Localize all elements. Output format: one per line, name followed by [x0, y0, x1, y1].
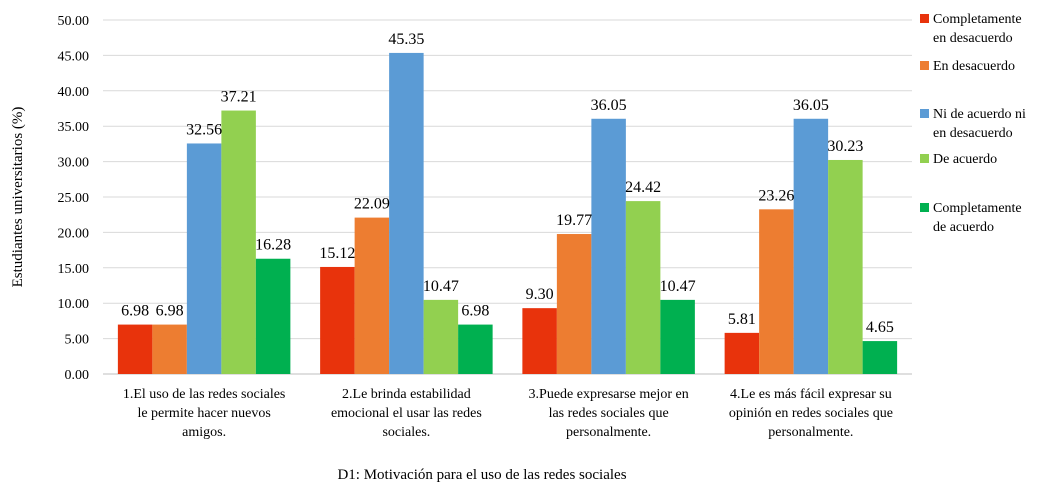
bar: [793, 118, 829, 375]
bar: [862, 341, 898, 374]
y-tick-label: 20.00: [58, 226, 90, 241]
x-category-label: 3.Puede expresarse mejor en las redes soc…: [529, 387, 689, 440]
data-label: 6.98: [156, 303, 184, 320]
data-label: 16.28: [255, 237, 291, 254]
x-axis-categories: 1.El uso de las redes sociales le permite…: [123, 387, 893, 440]
data-label: 10.47: [423, 278, 459, 295]
data-label: 19.77: [556, 212, 592, 229]
data-label: 32.56: [186, 121, 222, 138]
data-label: 4.65: [866, 319, 894, 336]
legend-entry: Ni de acuerdo ni en desacuerdo: [933, 107, 1026, 141]
data-label: 37.21: [221, 89, 257, 106]
bar: [221, 110, 256, 375]
bar: [117, 324, 153, 374]
bar: [660, 299, 695, 374]
x-axis-title: D1: Motivación para el uso de las redes …: [337, 467, 626, 483]
data-label: 5.81: [728, 311, 756, 328]
bar: [320, 266, 355, 374]
data-label: 6.98: [461, 303, 489, 320]
bar: [423, 299, 459, 374]
legend-entry: Completamente de acuerdo: [933, 201, 1022, 235]
legend: Completamente en desacuerdo En desacuerdo N…: [920, 12, 1026, 235]
data-label: 6.98: [121, 303, 149, 320]
legend-swatch: [920, 14, 929, 23]
bar: [522, 308, 557, 374]
legend-swatch: [920, 61, 929, 70]
legend-swatch: [920, 109, 929, 118]
x-category-label: 1.El uso de las redes sociales le permite…: [123, 387, 286, 440]
y-axis-ticks: 0.00 5.00 10.00 15.00 20.00 25.00 30.00 35.00 40…: [58, 14, 90, 383]
y-tick-label: 5.00: [65, 333, 90, 348]
x-category-label: 4.Le es más fácil expresar su opinión en …: [729, 387, 893, 440]
data-label: 36.05: [793, 97, 829, 114]
bars: [117, 52, 898, 375]
data-label: 36.05: [591, 97, 627, 114]
y-tick-label: 0.00: [65, 368, 90, 383]
bar: [556, 234, 592, 374]
legend-entry: De acuerdo: [933, 152, 997, 167]
bar: [625, 201, 661, 374]
legend-swatch: [920, 154, 929, 163]
bar: [255, 258, 291, 374]
data-label: 10.47: [660, 278, 696, 295]
data-label: 24.42: [625, 179, 661, 196]
data-label: 15.12: [319, 245, 355, 262]
bar: [389, 52, 424, 375]
bar: [152, 324, 187, 374]
data-label: 22.09: [354, 196, 390, 213]
data-label: 23.26: [758, 187, 794, 204]
bar: [186, 143, 222, 374]
y-tick-label: 15.00: [58, 262, 90, 277]
data-label: 30.23: [827, 138, 863, 155]
y-tick-label: 10.00: [58, 297, 90, 312]
bar: [354, 217, 390, 374]
y-axis-title: Estudiantes universitarios (%): [10, 107, 26, 288]
y-tick-label: 35.00: [58, 120, 90, 135]
x-category-label: 2.Le brinda estabilidad emocional el usar…: [331, 387, 482, 440]
bar: [591, 118, 626, 375]
data-label: 45.35: [388, 31, 424, 48]
bar: [724, 332, 760, 374]
legend-swatch: [920, 203, 929, 212]
data-label: 9.30: [526, 286, 554, 303]
data-labels: 6.98 6.98 32.56 37.21 16.28 15.12 22.09 45.35 10…: [121, 31, 894, 336]
bar: [759, 209, 794, 374]
bar: [458, 324, 493, 374]
y-tick-label: 45.00: [58, 49, 90, 64]
y-tick-label: 40.00: [58, 85, 90, 100]
legend-entry: En desacuerdo: [933, 59, 1015, 74]
legend-entry: Completamente en desacuerdo: [933, 12, 1022, 46]
y-tick-label: 25.00: [58, 191, 90, 206]
bar: [828, 159, 863, 374]
y-tick-label: 30.00: [58, 156, 90, 171]
y-tick-label: 50.00: [58, 14, 90, 29]
